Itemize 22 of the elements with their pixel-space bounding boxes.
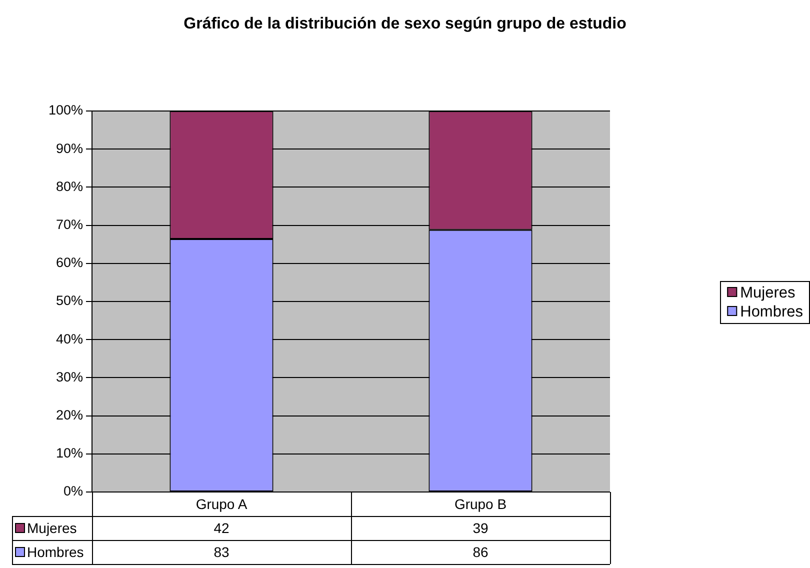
y-tick-label: 50% bbox=[56, 293, 83, 308]
y-tick-label: 30% bbox=[56, 369, 83, 384]
chart-title: Gráfico de la distribución de sexo según grupo de estudio bbox=[184, 15, 627, 32]
text: 39 bbox=[472, 520, 488, 536]
text: Hombres bbox=[740, 303, 804, 320]
text: 86 bbox=[472, 544, 488, 560]
y-tick-label: 20% bbox=[56, 408, 83, 423]
text: Mujeres bbox=[27, 520, 77, 536]
y-tick-label: 80% bbox=[56, 178, 83, 194]
y-tick-label: 90% bbox=[56, 140, 83, 156]
y-tick-label: 0% bbox=[63, 484, 83, 499]
y-tick-label: 70% bbox=[56, 217, 83, 232]
y-tick-label: 40% bbox=[56, 331, 83, 346]
legend-label: Hombres bbox=[27, 544, 84, 560]
y-tick-label: 100% bbox=[48, 102, 83, 118]
legend-label: Mujeres bbox=[740, 284, 796, 302]
text: 83 bbox=[214, 544, 230, 560]
y-tick-label: 60% bbox=[56, 255, 83, 270]
text: 42 bbox=[214, 520, 230, 536]
x-tick-label: Grupo A bbox=[196, 496, 248, 512]
y-tick-label: 10% bbox=[56, 446, 83, 461]
x-tick-label: Grupo B bbox=[454, 496, 507, 512]
